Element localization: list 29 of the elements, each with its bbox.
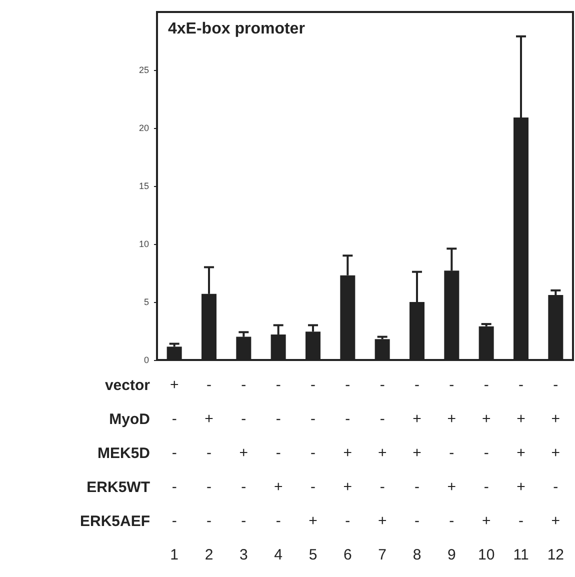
x-tick-label: - + + + - 11	[513, 376, 529, 564]
x-tick-label: - + - + - 9	[447, 376, 456, 564]
y-tick-label: 10	[138, 239, 149, 249]
x-tick-label: - - + - - 3	[239, 376, 248, 564]
x-tick-label: - - + - + 7	[378, 376, 387, 564]
text: ERK5AEF	[80, 513, 150, 530]
x-tick-label: - - + + - 6	[343, 376, 352, 564]
y-tick-label: 0	[144, 355, 149, 365]
x-tick-label: - + + - + 12	[547, 376, 564, 564]
x-tick-label: + - - - - 1	[170, 376, 179, 564]
x-tick-label: - - - + - 4	[274, 376, 283, 564]
y-tick-label: 20	[138, 123, 149, 133]
text: vector	[104, 377, 150, 394]
x-tick-label: - + + - - 8	[412, 376, 422, 564]
text: MEK5D	[97, 445, 150, 462]
text: ERK5WT	[86, 479, 150, 496]
x-tick-label: - - - - + 5	[308, 376, 318, 564]
bar	[374, 339, 390, 360]
y-tick-label: 15	[138, 181, 149, 191]
bar	[166, 346, 182, 360]
text: MyoD	[109, 411, 150, 428]
bar	[548, 295, 564, 360]
y-tick-label: 25	[138, 65, 149, 75]
text: 4xE-box promoter	[168, 20, 305, 38]
x-tick-label: - + - - + 10	[478, 376, 495, 564]
x-tick-label: - + - - - 2	[204, 376, 214, 564]
bar	[236, 336, 252, 360]
y-tick-label: 5	[144, 297, 149, 307]
bar	[478, 326, 494, 360]
